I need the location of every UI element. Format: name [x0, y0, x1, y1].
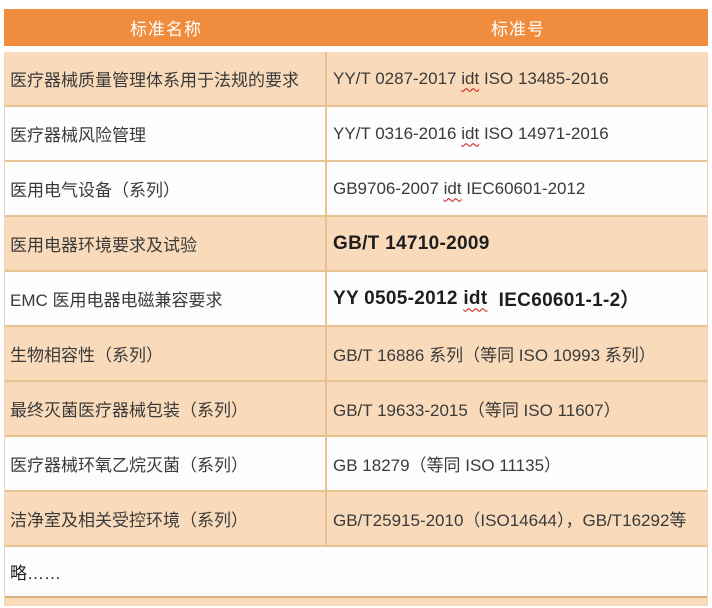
number-text: ISO 13485-2016 [479, 68, 609, 88]
number-text: YY/T 0287-2017 [333, 68, 462, 88]
cell-standard-number: GB/T 14710-2009 [327, 217, 707, 270]
number-text: GB/T 19633-2015（等同 ISO 11607） [333, 401, 621, 420]
number-text: GB/T 14710-2009 [333, 232, 490, 254]
number-text: IEC60601-2012 [461, 178, 586, 198]
table-row: EMC 医用电器电磁兼容要求 YY 0505-2012 idt IEC60601… [5, 272, 707, 327]
cell-standard-number: GB/T 19633-2015（等同 ISO 11607） [327, 382, 707, 435]
number-text: GB 18279（等同 ISO 11135） [333, 456, 562, 475]
cell-standard-name: 医疗器械风险管理 [5, 107, 327, 160]
table-row: 最终灭菌医疗器械包装（系列） GB/T 19633-2015（等同 ISO 11… [5, 382, 707, 437]
cell-standard-name: 医疗器械环氧乙烷灭菌（系列） [5, 437, 327, 490]
cell-standard-number: GB/T25915-2010（ISO14644），GB/T16292等 [327, 492, 707, 545]
number-text: GB/T25915-2010（ISO14644），GB/T16292等 [333, 511, 687, 530]
cell-standard-number: GB 18279（等同 ISO 11135） [327, 437, 707, 490]
table-body: 医疗器械质量管理体系用于法规的要求 YY/T 0287-2017 idt ISO… [4, 52, 708, 606]
header-divider-gap [4, 46, 708, 52]
idt-keyword: idt [463, 287, 488, 309]
table-row: 医疗器械风险管理 YY/T 0316-2016 idt ISO 14971-20… [5, 107, 707, 162]
table-row: 生物相容性（系列） GB/T 16886 系列（等同 ISO 10993 系列） [5, 327, 707, 382]
cell-standard-number: GB/T 16886 系列（等同 ISO 10993 系列） [327, 327, 707, 380]
cell-standard-number: YY/T 0316-2016 idt ISO 14971-2016 [327, 107, 707, 160]
cell-standard-number: YY/T 0287-2017 idt ISO 13485-2016 [327, 52, 707, 105]
idt-keyword: idt [461, 123, 480, 143]
cell-standard-number: GB9706-2007 idt IEC60601-2012 [327, 162, 707, 215]
header-cell-standard-number: 标准号 [491, 20, 545, 39]
number-text: YY/T 0316-2016 [333, 123, 462, 143]
number-text: GB/T 16886 系列（等同 ISO 10993 系列） [333, 346, 656, 365]
cell-standard-name: 医疗器械质量管理体系用于法规的要求 [5, 52, 327, 105]
idt-keyword: idt [461, 68, 480, 88]
cell-standard-name: 医用电器环境要求及试验 [5, 217, 327, 270]
cell-standard-name: 洁净室及相关受控环境（系列） [5, 492, 327, 545]
number-text: IEC60601-1-2） [487, 290, 640, 311]
header-cell-standard-name: 标准名称 [130, 20, 202, 39]
number-text: YY 0505-2012 [333, 287, 464, 309]
cell-standard-name: 医用电气设备（系列） [5, 162, 327, 215]
idt-keyword: idt [443, 178, 462, 198]
standards-table: 标准名称 标准号 医疗器械质量管理体系用于法规的要求 YY/T 0287-201… [4, 9, 708, 606]
table-row: 医用电气设备（系列） GB9706-2007 idt IEC60601-2012 [5, 162, 707, 217]
footer-note: 略…… [10, 564, 61, 583]
table-header-row: 标准名称 标准号 [4, 9, 708, 46]
table-row: 洁净室及相关受控环境（系列） GB/T25915-2010（ISO14644），… [5, 492, 707, 547]
table-row: 医用电器环境要求及试验 GB/T 14710-2009 [5, 217, 707, 272]
footer-note-row: 略…… [5, 547, 707, 598]
cell-standard-name: 生物相容性（系列） [5, 327, 327, 380]
table-row: 医疗器械环氧乙烷灭菌（系列） GB 18279（等同 ISO 11135） [5, 437, 707, 492]
cell-standard-number: YY 0505-2012 idt IEC60601-1-2） [327, 272, 707, 325]
cutoff-next-row-strip [5, 598, 707, 606]
number-text: GB9706-2007 [333, 178, 444, 198]
number-text: ISO 14971-2016 [479, 123, 609, 143]
cell-standard-name: 最终灭菌医疗器械包装（系列） [5, 382, 327, 435]
table-row: 医疗器械质量管理体系用于法规的要求 YY/T 0287-2017 idt ISO… [5, 52, 707, 107]
cell-standard-name: EMC 医用电器电磁兼容要求 [5, 272, 327, 325]
